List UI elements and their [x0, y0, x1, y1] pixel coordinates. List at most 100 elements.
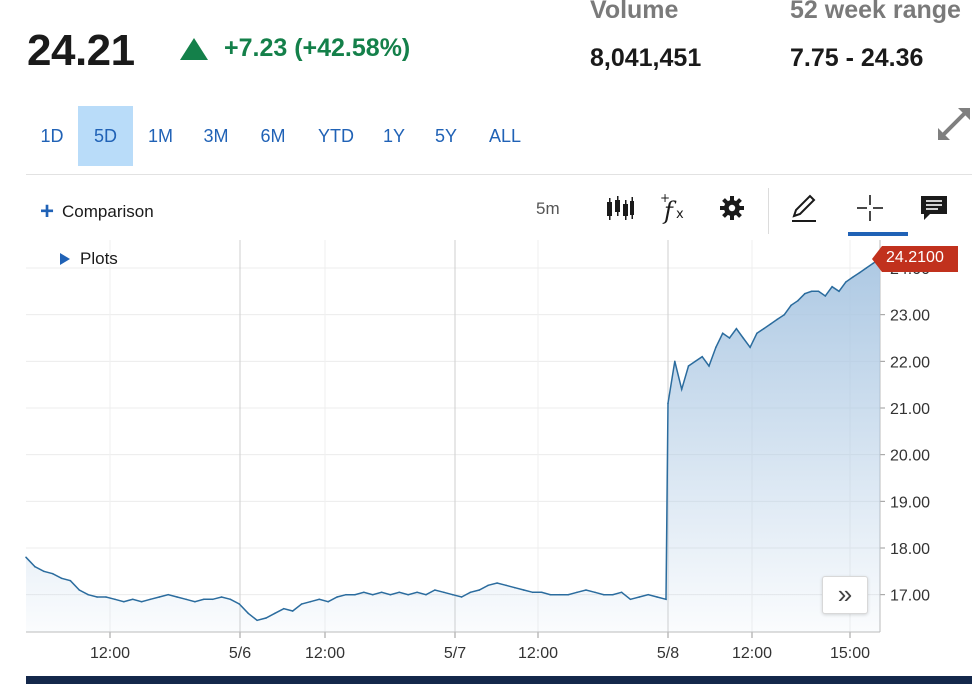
last-price-tag	[872, 246, 958, 272]
price-chart[interactable]: 17.0018.0019.0020.0021.0022.0023.0024.00…	[0, 236, 978, 676]
data-point	[594, 591, 596, 594]
data-point	[229, 598, 232, 601]
svg-text:+: +	[660, 192, 670, 205]
y-tick-label: 22.00	[890, 354, 930, 371]
tab-1y[interactable]: 1Y	[382, 126, 406, 146]
expand-triangle-icon	[60, 253, 70, 265]
y-tick-label: 19.00	[890, 494, 930, 511]
data-point	[523, 589, 525, 591]
data-point	[363, 591, 365, 594]
data-point	[487, 584, 490, 587]
data-point	[434, 589, 436, 591]
expand-icon[interactable]	[934, 104, 974, 144]
tab-all[interactable]: ALL	[488, 126, 522, 146]
data-point	[674, 360, 676, 363]
plots-toggle[interactable]: Plots	[60, 249, 118, 269]
svg-text:f: f	[662, 197, 677, 224]
data-point	[783, 313, 786, 316]
comparison-button[interactable]: + Comparison	[40, 200, 154, 224]
data-point	[680, 388, 683, 391]
series-area	[26, 258, 880, 632]
range-label: 52 week range	[790, 0, 961, 24]
x-tick-label: 12:00	[732, 645, 772, 662]
quote-header: 24.21 +7.23 (+42.58%) Volume 8,041,451 5…	[0, 0, 978, 100]
tab-6m[interactable]: 6M	[260, 126, 286, 146]
data-point	[776, 318, 779, 321]
scroll-to-latest-button[interactable]: »	[822, 576, 868, 614]
y-tick-label: 18.00	[890, 541, 930, 558]
data-point	[567, 593, 569, 596]
data-point	[220, 596, 223, 598]
data-point	[87, 593, 89, 596]
data-point	[380, 591, 383, 594]
data-point	[158, 596, 161, 598]
divider	[26, 174, 972, 175]
data-point	[694, 360, 697, 363]
data-point	[123, 600, 125, 603]
data-point	[51, 572, 54, 575]
data-point	[576, 591, 578, 594]
data-point	[327, 600, 330, 603]
data-point	[443, 591, 445, 594]
data-point	[667, 402, 669, 405]
tab-1m[interactable]: 1M	[147, 126, 173, 146]
data-point	[728, 337, 731, 339]
toolbar-separator	[768, 188, 769, 234]
data-point	[451, 593, 454, 596]
data-point	[665, 598, 667, 601]
candlestick-icon[interactable]	[604, 192, 636, 224]
data-point	[687, 365, 690, 367]
data-point	[715, 346, 717, 349]
data-point	[309, 600, 312, 603]
data-point	[708, 365, 710, 367]
data-point	[469, 591, 472, 594]
gear-icon[interactable]	[716, 192, 748, 224]
crosshair-icon[interactable]	[854, 192, 886, 224]
data-point	[194, 600, 196, 603]
tab-5d[interactable]: 5D	[78, 106, 133, 166]
data-point	[721, 332, 724, 335]
data-point	[762, 327, 765, 330]
tab-1d[interactable]: 1D	[40, 126, 64, 146]
tab-ytd[interactable]: YTD	[318, 126, 354, 146]
y-tick-label: 23.00	[890, 308, 930, 325]
data-point	[371, 593, 374, 596]
y-tick-label: 17.00	[890, 588, 930, 605]
comment-icon[interactable]	[918, 192, 950, 224]
x-tick-label: 5/8	[657, 645, 679, 662]
data-point	[131, 598, 134, 601]
bottom-bar	[26, 676, 972, 684]
x-tick-label: 5/7	[444, 645, 466, 662]
data-point	[256, 619, 258, 622]
data-point	[60, 577, 63, 580]
data-point	[354, 593, 356, 596]
data-point	[114, 598, 116, 601]
function-icon[interactable]: + f x	[658, 192, 690, 224]
pencil-icon[interactable]	[788, 192, 820, 224]
data-point	[176, 596, 178, 598]
x-tick-label: 5/6	[229, 645, 251, 662]
chart-toolbar: + Comparison 5m + f x	[26, 186, 972, 236]
data-point	[585, 589, 587, 591]
interval-selector[interactable]: 5m	[536, 199, 560, 218]
data-point	[549, 593, 552, 596]
data-point	[531, 591, 534, 594]
data-point	[69, 579, 72, 582]
data-point	[824, 295, 827, 297]
price-change-value: +7.23 (+42.58%)	[224, 34, 411, 62]
data-point	[647, 593, 649, 596]
data-point	[496, 582, 498, 584]
tab-3m[interactable]: 3M	[203, 126, 229, 146]
data-point	[620, 591, 623, 594]
data-point	[416, 591, 418, 594]
data-point	[769, 323, 772, 325]
data-point	[96, 596, 98, 598]
time-range-tabs: 1D 5D 1M 3M 6M YTD 1Y 5Y ALL	[26, 106, 536, 166]
data-point	[345, 593, 347, 596]
tab-5y[interactable]: 5Y	[434, 126, 458, 146]
data-point	[167, 593, 169, 596]
data-point	[389, 593, 392, 596]
data-point	[149, 598, 152, 601]
data-point	[872, 262, 874, 265]
volume-value: 8,041,451	[590, 44, 702, 72]
